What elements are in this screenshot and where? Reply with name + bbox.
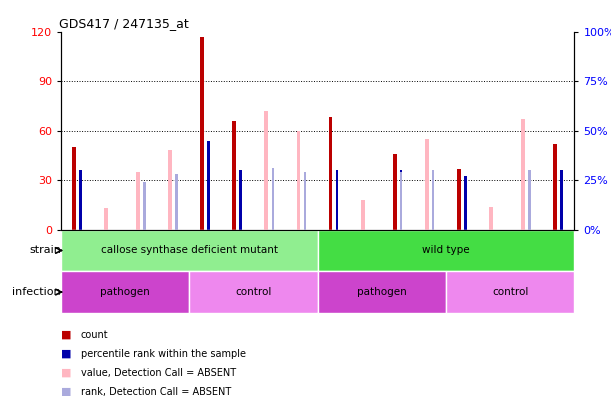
Bar bbox=[528, 170, 531, 230]
Bar bbox=[175, 174, 178, 230]
Bar bbox=[104, 208, 108, 230]
Bar bbox=[240, 170, 242, 230]
Text: infection: infection bbox=[12, 287, 61, 297]
Text: value, Detection Call = ABSENT: value, Detection Call = ABSENT bbox=[81, 368, 236, 378]
Text: control: control bbox=[492, 287, 529, 297]
Bar bbox=[200, 36, 204, 230]
Text: ■: ■ bbox=[61, 387, 71, 396]
Text: ■: ■ bbox=[61, 349, 71, 359]
Bar bbox=[318, 230, 574, 271]
Bar bbox=[393, 154, 397, 230]
Bar bbox=[425, 139, 429, 230]
Bar bbox=[72, 147, 76, 230]
Bar bbox=[143, 182, 146, 230]
Bar bbox=[553, 144, 557, 230]
Bar bbox=[136, 172, 140, 230]
Bar bbox=[79, 170, 82, 230]
Bar bbox=[528, 170, 531, 230]
Bar bbox=[560, 170, 563, 230]
Bar bbox=[271, 168, 274, 230]
Bar bbox=[168, 150, 172, 230]
Bar bbox=[232, 121, 236, 230]
Bar bbox=[489, 207, 493, 230]
Text: count: count bbox=[81, 330, 108, 340]
Bar bbox=[457, 169, 461, 230]
Text: percentile rank within the sample: percentile rank within the sample bbox=[81, 349, 246, 359]
Bar bbox=[400, 172, 403, 230]
Bar bbox=[329, 118, 332, 230]
Bar bbox=[61, 230, 318, 271]
Bar bbox=[432, 170, 434, 230]
Bar bbox=[446, 271, 574, 313]
Text: wild type: wild type bbox=[422, 246, 470, 255]
Text: rank, Detection Call = ABSENT: rank, Detection Call = ABSENT bbox=[81, 387, 231, 396]
Bar bbox=[296, 131, 301, 230]
Text: pathogen: pathogen bbox=[100, 287, 150, 297]
Bar bbox=[464, 176, 467, 230]
Bar bbox=[400, 170, 403, 230]
Text: ■: ■ bbox=[61, 330, 71, 340]
Bar bbox=[304, 172, 306, 230]
Text: callose synthase deficient mutant: callose synthase deficient mutant bbox=[101, 246, 278, 255]
Bar bbox=[360, 200, 365, 230]
Text: control: control bbox=[235, 287, 272, 297]
Bar bbox=[61, 271, 189, 313]
Text: pathogen: pathogen bbox=[357, 287, 407, 297]
Text: ■: ■ bbox=[61, 368, 71, 378]
Bar bbox=[521, 119, 525, 230]
Bar bbox=[318, 271, 446, 313]
Bar bbox=[265, 111, 268, 230]
Bar bbox=[335, 170, 338, 230]
Bar bbox=[207, 141, 210, 230]
Text: GDS417 / 247135_at: GDS417 / 247135_at bbox=[59, 17, 188, 30]
Text: strain: strain bbox=[29, 246, 61, 255]
Bar bbox=[189, 271, 318, 313]
